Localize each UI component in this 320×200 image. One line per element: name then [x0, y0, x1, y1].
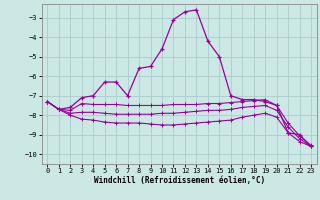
X-axis label: Windchill (Refroidissement éolien,°C): Windchill (Refroidissement éolien,°C): [94, 176, 265, 185]
